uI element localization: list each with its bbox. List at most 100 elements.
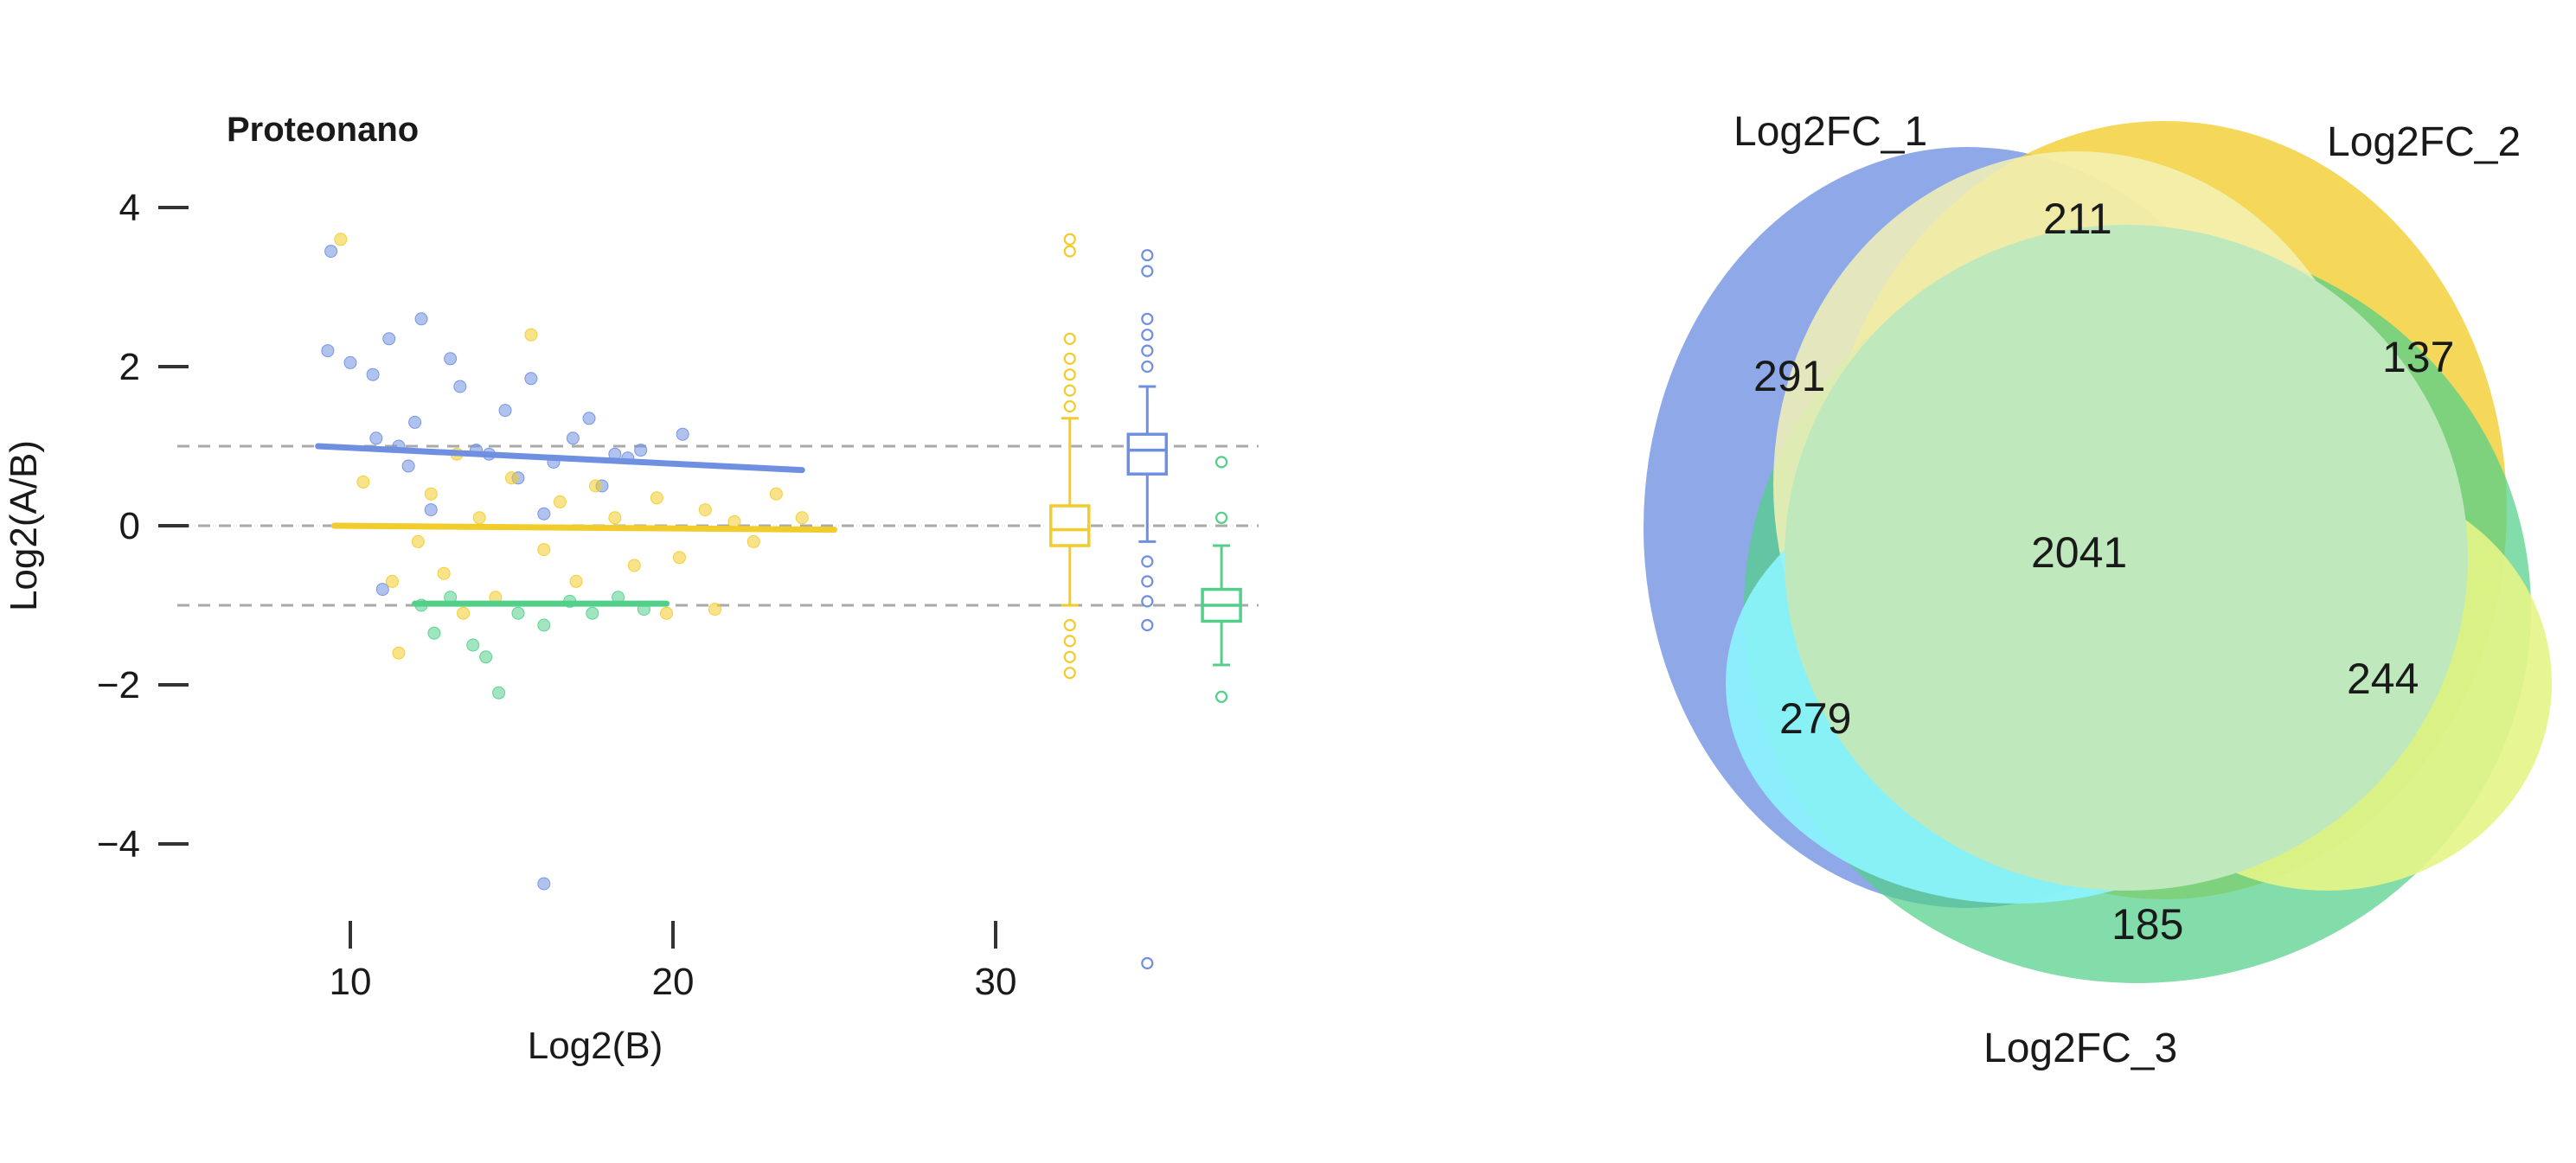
y-tick-label-4: −4 bbox=[97, 823, 140, 866]
scatter-point-blue-17 bbox=[524, 372, 538, 386]
venn-set-1-label: Log2FC_1 bbox=[1733, 109, 1927, 155]
scatter-panel: Proteonano 420−2−4 10 20 30 Log2(B) Log2(A… bbox=[3, 111, 1259, 1067]
scatter-point-yellow-14 bbox=[553, 495, 567, 508]
scatter-point-yellow-3 bbox=[392, 646, 406, 660]
scatter-point-yellow-16 bbox=[588, 479, 602, 493]
boxplot-blue-box bbox=[1126, 432, 1169, 476]
scatter-point-blue-1 bbox=[321, 344, 335, 358]
scatter-point-blue-21 bbox=[582, 412, 596, 425]
scatter-point-yellow-5 bbox=[424, 487, 438, 501]
boxplot-yellow-outlier-9 bbox=[1063, 245, 1076, 258]
boxplot-blue-outlier-6 bbox=[1141, 555, 1154, 568]
scatter-point-blue-0 bbox=[324, 245, 338, 259]
venn-count-only-1: 291 bbox=[1753, 352, 1825, 400]
scatter-point-blue-20 bbox=[566, 431, 580, 445]
scatter-point-blue-11 bbox=[444, 352, 458, 366]
scatter-point-blue-10 bbox=[424, 503, 438, 517]
boxplot-yellow-outlier-10 bbox=[1063, 233, 1076, 246]
scatter-point-blue-8 bbox=[401, 459, 415, 473]
boxplot-green-outlier-0 bbox=[1214, 511, 1228, 524]
scatter-point-green-9 bbox=[586, 606, 599, 620]
scatter-point-green-5 bbox=[492, 686, 506, 700]
y-tick-label-2: 0 bbox=[119, 505, 140, 547]
plot-title: Proteonano bbox=[227, 111, 419, 149]
venn-set-3-label: Log2FC_3 bbox=[1983, 1026, 2177, 1071]
boxplot-yellow-outlier-8 bbox=[1063, 667, 1076, 680]
boxplot-blue-outlier-7 bbox=[1141, 575, 1154, 588]
boxplot-yellow-outlier-1 bbox=[1063, 384, 1076, 397]
venn-count-1-2-3: 2041 bbox=[2031, 528, 2127, 577]
scatter-point-yellow-20 bbox=[672, 551, 686, 565]
boxplot-yellow-box bbox=[1049, 504, 1091, 547]
trend-lines bbox=[315, 443, 837, 607]
y-tick-label-1: 2 bbox=[119, 346, 140, 388]
scatter-point-green-7 bbox=[537, 618, 551, 632]
y-tick-label-3: −2 bbox=[97, 664, 140, 706]
x-tick-label-0: 10 bbox=[330, 961, 372, 1003]
venn-count-2-3: 244 bbox=[2347, 655, 2419, 703]
boxplot-yellow-outlier-7 bbox=[1063, 650, 1076, 663]
scatter-point-blue-5 bbox=[382, 332, 396, 346]
boxplot-yellow-outlier-4 bbox=[1063, 332, 1076, 345]
scatter-point-yellow-18 bbox=[627, 559, 641, 572]
scatter-points bbox=[321, 233, 809, 891]
scatter-point-blue-26 bbox=[375, 583, 389, 597]
scatter-point-yellow-11 bbox=[505, 471, 518, 485]
scatter-point-yellow-21 bbox=[698, 503, 712, 517]
y-axis: 4 2 0 −2 −4 bbox=[97, 187, 189, 866]
x-axis: 10 20 30 bbox=[330, 921, 1017, 1003]
scatter-point-yellow-26 bbox=[660, 606, 674, 620]
venn-count-only-3: 185 bbox=[2111, 900, 2183, 949]
x-tick-label-2: 30 bbox=[975, 961, 1017, 1003]
scatter-point-blue-9 bbox=[414, 312, 428, 326]
scatter-point-yellow-27 bbox=[708, 603, 721, 617]
boxplot-blue-outlier-4 bbox=[1141, 265, 1154, 278]
boxplot-blue-outlier-2 bbox=[1141, 329, 1154, 342]
scatter-point-yellow-9 bbox=[472, 511, 486, 525]
scatter-point-blue-2 bbox=[343, 355, 357, 369]
venn-count-only-2: 137 bbox=[2382, 333, 2454, 381]
boxplot-yellow-outlier-5 bbox=[1063, 618, 1076, 632]
scatter-point-yellow-17 bbox=[608, 511, 622, 525]
scatter-point-blue-28 bbox=[676, 427, 689, 441]
scatter-point-green-1 bbox=[427, 626, 441, 640]
scatter-point-blue-12 bbox=[453, 380, 467, 393]
scatter-point-yellow-8 bbox=[457, 606, 471, 620]
scatter-point-blue-25 bbox=[634, 444, 648, 457]
venn-diagram: Log2FC_1 Log2FC_2 Log2FC_3 291 137 185 2… bbox=[1644, 109, 2552, 1071]
y-tick-label-0: 4 bbox=[119, 187, 140, 229]
trend-line-blue bbox=[315, 443, 805, 474]
venn-count-1-3: 279 bbox=[1779, 694, 1851, 743]
scatter-point-yellow-0 bbox=[334, 233, 348, 246]
boxplot-blue-outlier-5 bbox=[1141, 249, 1154, 262]
boxplot-green-outlier-1 bbox=[1214, 456, 1228, 469]
x-tick-label-1: 20 bbox=[652, 961, 695, 1003]
scatter-point-yellow-2 bbox=[385, 574, 399, 588]
boxplot-yellow-outlier-2 bbox=[1063, 368, 1076, 381]
x-axis-label: Log2(B) bbox=[528, 1025, 663, 1067]
boxplot-yellow-outlier-6 bbox=[1063, 635, 1076, 648]
scatter-point-blue-7 bbox=[408, 415, 422, 429]
venn-count-1-2: 211 bbox=[2043, 195, 2112, 243]
boxplots bbox=[1049, 233, 1242, 970]
venn-overlap-1-2-3-region bbox=[1785, 225, 2468, 891]
boxplot-blue-outlier-10 bbox=[1141, 956, 1154, 970]
scatter-point-green-4 bbox=[479, 650, 493, 664]
boxplot-blue-outlier-3 bbox=[1141, 312, 1154, 325]
boxplot-blue-outlier-8 bbox=[1141, 595, 1154, 608]
scatter-point-yellow-13 bbox=[537, 543, 551, 557]
scatter-point-blue-3 bbox=[369, 431, 383, 445]
trend-line-yellow bbox=[330, 522, 837, 534]
scatter-point-yellow-25 bbox=[795, 511, 809, 525]
scatter-point-yellow-19 bbox=[650, 491, 663, 505]
boxplot-yellow-outlier-0 bbox=[1063, 399, 1076, 413]
boxplot-green-outlier-2 bbox=[1214, 690, 1228, 703]
scatter-point-yellow-12 bbox=[524, 328, 538, 342]
scatter-point-yellow-1 bbox=[356, 475, 370, 489]
scatter-point-blue-15 bbox=[498, 404, 512, 418]
scatter-point-blue-4 bbox=[366, 367, 380, 381]
scatter-point-green-6 bbox=[511, 606, 525, 620]
boxplot-yellow-outlier-3 bbox=[1063, 352, 1076, 365]
scatter-point-green-3 bbox=[466, 638, 480, 652]
